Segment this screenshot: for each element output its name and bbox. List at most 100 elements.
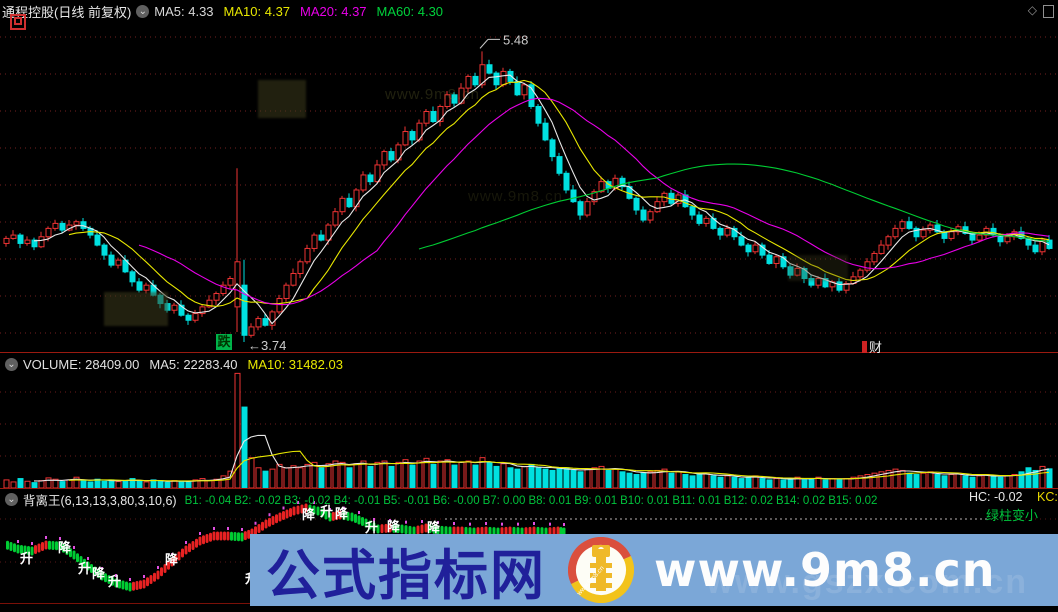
volume-bar: [731, 476, 738, 489]
candle-body: [731, 227, 738, 238]
ma-line-ma20: [138, 97, 1050, 306]
volume-header: ⌄ VOLUME: 28409.00 MA5: 22283.40 MA10: 3…: [0, 357, 1058, 372]
candle-body: [654, 201, 661, 213]
volume-bar: [479, 457, 486, 489]
candle-body: [59, 222, 66, 231]
ma5-label: MA5: 4.33: [154, 4, 214, 19]
volume-bar: [318, 467, 325, 489]
candle-body: [521, 84, 528, 96]
b-value: B4: -0.01: [333, 494, 381, 507]
main-chart-header: 通程控股(日线 前复权) ⌄ MA5: 4.33 MA10: 4.37 MA20…: [0, 2, 1058, 21]
banner-url: www.9m8.cn: [654, 543, 996, 597]
restore-window-icon[interactable]: [1043, 5, 1054, 18]
volume-bar: [892, 468, 899, 489]
volume-bar: [472, 464, 479, 489]
candle-body: [311, 234, 318, 249]
candle-body: [647, 211, 654, 221]
volume-bar: [934, 474, 941, 489]
candle-body: [353, 189, 360, 208]
candle-body: [780, 256, 787, 268]
news-marker[interactable]: 财: [862, 337, 882, 356]
volume-bar: [661, 468, 668, 489]
candle-body: [913, 227, 920, 238]
wave-label: 降: [427, 520, 441, 535]
candle-body: [94, 234, 101, 246]
fall-badge: 跌: [216, 334, 232, 350]
volume-bar: [94, 478, 101, 489]
ma60-label: MA60: 4.30: [376, 4, 444, 19]
volume-bar: [73, 476, 80, 489]
candle-body: [178, 304, 185, 316]
collapse-chevron-icon[interactable]: ⌄: [5, 493, 18, 506]
candle-body: [633, 197, 640, 211]
wave-label: 降: [302, 507, 316, 522]
volume-bar: [430, 463, 437, 489]
candle-body: [759, 244, 766, 256]
volume-bar: [297, 467, 304, 489]
candle-body: [864, 261, 871, 271]
candle-body: [45, 227, 52, 238]
volume-bar: [416, 460, 423, 489]
candle-body: [3, 237, 10, 244]
candle-body: [1032, 244, 1039, 253]
candle-body: [920, 229, 927, 238]
volume-bar: [1011, 474, 1018, 489]
volume-bar: [360, 460, 367, 489]
collapse-chevron-icon[interactable]: ⌄: [136, 5, 150, 18]
b-value: B5: -0.01: [383, 494, 430, 507]
candle-body: [969, 232, 976, 241]
candle-body: [143, 284, 150, 291]
ad-banner[interactable]: 公式指标网 www.9m8.cn www.9m8.cn www.gszx.com…: [250, 534, 1058, 606]
candle-body: [402, 131, 409, 146]
watermark-patch: [788, 255, 848, 281]
candle-body: [899, 221, 906, 229]
volume-bar: [549, 469, 556, 489]
volume-bar: [759, 478, 766, 489]
candle-body: [283, 284, 290, 300]
b-values-list: B1: -0.04 B2: -0.02 B3: -0.02 B4: -0.01 B5: …: [185, 493, 881, 507]
collapse-chevron-icon[interactable]: ⌄: [5, 358, 18, 371]
candle-body: [346, 197, 353, 208]
volume-bar: [885, 469, 892, 489]
news-marker-label: 财: [869, 340, 883, 355]
diamond-icon[interactable]: ◇: [1027, 3, 1037, 17]
candle-body: [472, 75, 479, 86]
volume-bar: [465, 460, 472, 489]
stock-title: 通程控股(日线 前复权): [2, 5, 132, 20]
wave-label: 升: [78, 561, 91, 576]
volume-bar: [738, 478, 745, 489]
volume-bar: [80, 480, 87, 489]
candle-body: [318, 234, 325, 241]
wave-label: 升: [20, 551, 33, 566]
candle-body: [290, 272, 297, 286]
volume-bar: [535, 467, 542, 489]
volume-bar: [3, 479, 10, 489]
candle-body: [262, 318, 269, 326]
candle-body: [822, 278, 829, 288]
volume-bar: [444, 459, 451, 489]
candle-body: [927, 224, 934, 231]
volume-bar: [255, 467, 262, 489]
candle-body: [493, 72, 500, 86]
candle-body: [1004, 236, 1011, 243]
b-value: B10: 0.01: [620, 494, 670, 507]
volume-bar: [10, 481, 17, 489]
candle-body: [458, 87, 465, 104]
marker-box-inner: [14, 17, 22, 25]
green-bar-note: 绿柱变小: [986, 508, 1039, 523]
volume-bar: [101, 480, 108, 489]
candle-body: [878, 244, 885, 254]
watermark-patch: [104, 292, 168, 326]
banner-logo-icon: www.9m8.cn: [568, 537, 634, 603]
candle-body: [437, 105, 444, 123]
candle-body: [934, 224, 941, 233]
candle-body: [101, 244, 108, 256]
volume-bar: [262, 470, 269, 489]
peak-callout-line: [479, 39, 489, 49]
candle-body: [745, 244, 752, 253]
marker-box-icon[interactable]: [10, 14, 26, 30]
volume-bar: [143, 481, 150, 489]
watermark-patch: [258, 80, 306, 118]
b-value: B2: -0.02: [234, 494, 281, 507]
